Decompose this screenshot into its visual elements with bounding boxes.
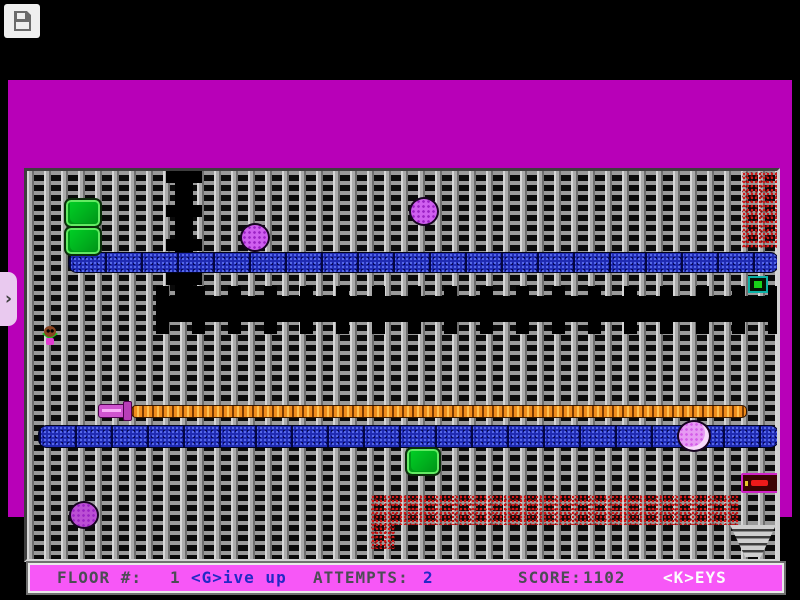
purple-ball: [240, 223, 270, 252]
green-block: [64, 198, 102, 228]
purple-ball: [409, 197, 439, 226]
save-button[interactable]: [4, 4, 40, 38]
floor-label: FLOOR #:: [57, 568, 143, 587]
carved-trail-horizontal: [156, 286, 777, 334]
game-playfield[interactable]: [24, 168, 780, 562]
status-bar: FLOOR #: 1 <G>ive up ATTEMPTS: 2 SCORE: …: [28, 563, 784, 593]
purple-ball: [69, 501, 99, 529]
give-up-hotkey: <G>ive up: [191, 568, 287, 587]
red-rubble-bottom-band: [371, 495, 739, 525]
purple-ball: [677, 420, 711, 452]
sidebar-expand-tab[interactable]: ›: [0, 272, 17, 326]
keys-hotkey: <K>EYS: [663, 568, 727, 587]
floor-value: 1: [170, 568, 181, 587]
green-block: [64, 226, 102, 256]
green-block: [405, 447, 441, 476]
monitor-pickup: [748, 276, 768, 293]
game-frame: FLOOR #: 1 <G>ive up ATTEMPTS: 2 SCORE: …: [8, 80, 792, 593]
red-cart: [741, 473, 777, 493]
red-rubble-bottom-column: [371, 523, 395, 549]
floppy-disk-icon: [14, 11, 31, 31]
chevron-right-icon: ›: [4, 289, 12, 309]
red-rubble-top-right: [742, 172, 777, 248]
attempts-label: ATTEMPTS:: [313, 568, 409, 587]
orange-beam: [131, 405, 747, 418]
player-ship: [98, 401, 132, 421]
score-value: 1102: [583, 568, 626, 587]
green-winged-creature: [35, 323, 65, 349]
score-label: SCORE:: [518, 568, 582, 587]
blue-bar-bottom: [38, 425, 777, 448]
gray-funnel: [730, 525, 776, 557]
attempts-value: 2: [423, 568, 434, 587]
blue-bar-top: [68, 252, 777, 273]
